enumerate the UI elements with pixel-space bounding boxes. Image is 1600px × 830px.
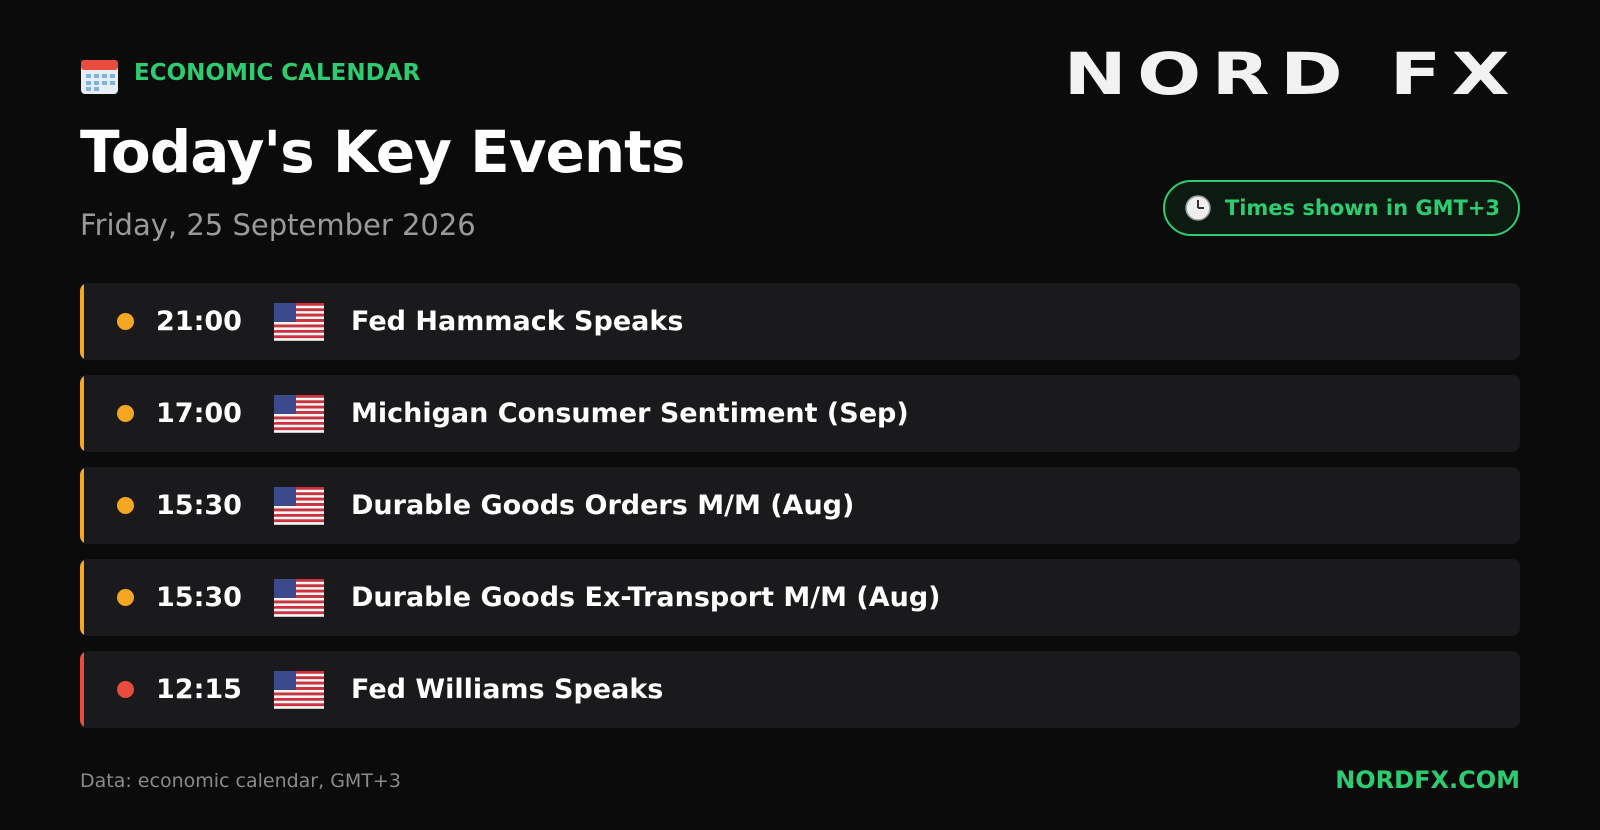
flag (274, 487, 324, 525)
impact-dot (117, 313, 134, 330)
event-title: Michigan Consumer Sentiment (Sep) (351, 398, 909, 429)
clock-icon (1185, 195, 1211, 221)
event-time: 21:00 (156, 306, 242, 337)
logo: NORD FX (1063, 40, 1520, 108)
flag-box (274, 579, 324, 621)
impact-bar (80, 467, 84, 544)
impact-bar (80, 283, 84, 360)
flag (274, 303, 324, 341)
impact-dot (117, 589, 134, 606)
event-time: 17:00 (156, 398, 242, 429)
event-time: 12:15 (156, 674, 242, 705)
event-title: Durable Goods Ex-Transport M/M (Aug) (351, 582, 941, 613)
impact-dot (117, 405, 134, 422)
source: Data: economic calendar, GMT+3 (80, 770, 401, 792)
impact-dot (117, 497, 134, 514)
event-row: 15:30 Durable Goods Orders M/M (Aug) (80, 467, 1520, 544)
flag (274, 395, 324, 433)
section-label: ECONOMIC CALENDAR (134, 60, 421, 86)
title: Today's Key Events (80, 118, 685, 186)
event-row: 15:30 Durable Goods Ex-Transport M/M (Aug… (80, 559, 1520, 636)
timezone-badge: Times shown in GMT+3 (1162, 180, 1520, 236)
impact-bar (80, 375, 84, 452)
impact-bar (80, 559, 84, 636)
event-title: Fed Hammack Speaks (351, 306, 684, 337)
event-row: 21:00 Fed Hammack Speaks (80, 283, 1520, 360)
impact-bar (80, 651, 84, 728)
flag-box (274, 395, 324, 437)
flag (274, 579, 324, 617)
event-title: Fed Williams Speaks (351, 674, 664, 705)
flag-box (274, 487, 324, 529)
calendar-icon (81, 60, 118, 94)
flag (274, 671, 324, 709)
flag-box (274, 303, 324, 345)
event-time: 15:30 (156, 490, 242, 521)
event-time: 15:30 (156, 582, 242, 613)
flag-box (274, 671, 324, 713)
event-row: 17:00 Michigan Consumer Sentiment (Sep) (80, 375, 1520, 452)
website: NORDFX.COM (1335, 766, 1520, 794)
date: Friday, 25 September 2026 (80, 208, 476, 242)
event-row: 12:15 Fed Williams Speaks (80, 651, 1520, 728)
timezone-text: Times shown in GMT+3 (1224, 196, 1500, 220)
event-title: Durable Goods Orders M/M (Aug) (351, 490, 855, 521)
impact-dot (117, 681, 134, 698)
